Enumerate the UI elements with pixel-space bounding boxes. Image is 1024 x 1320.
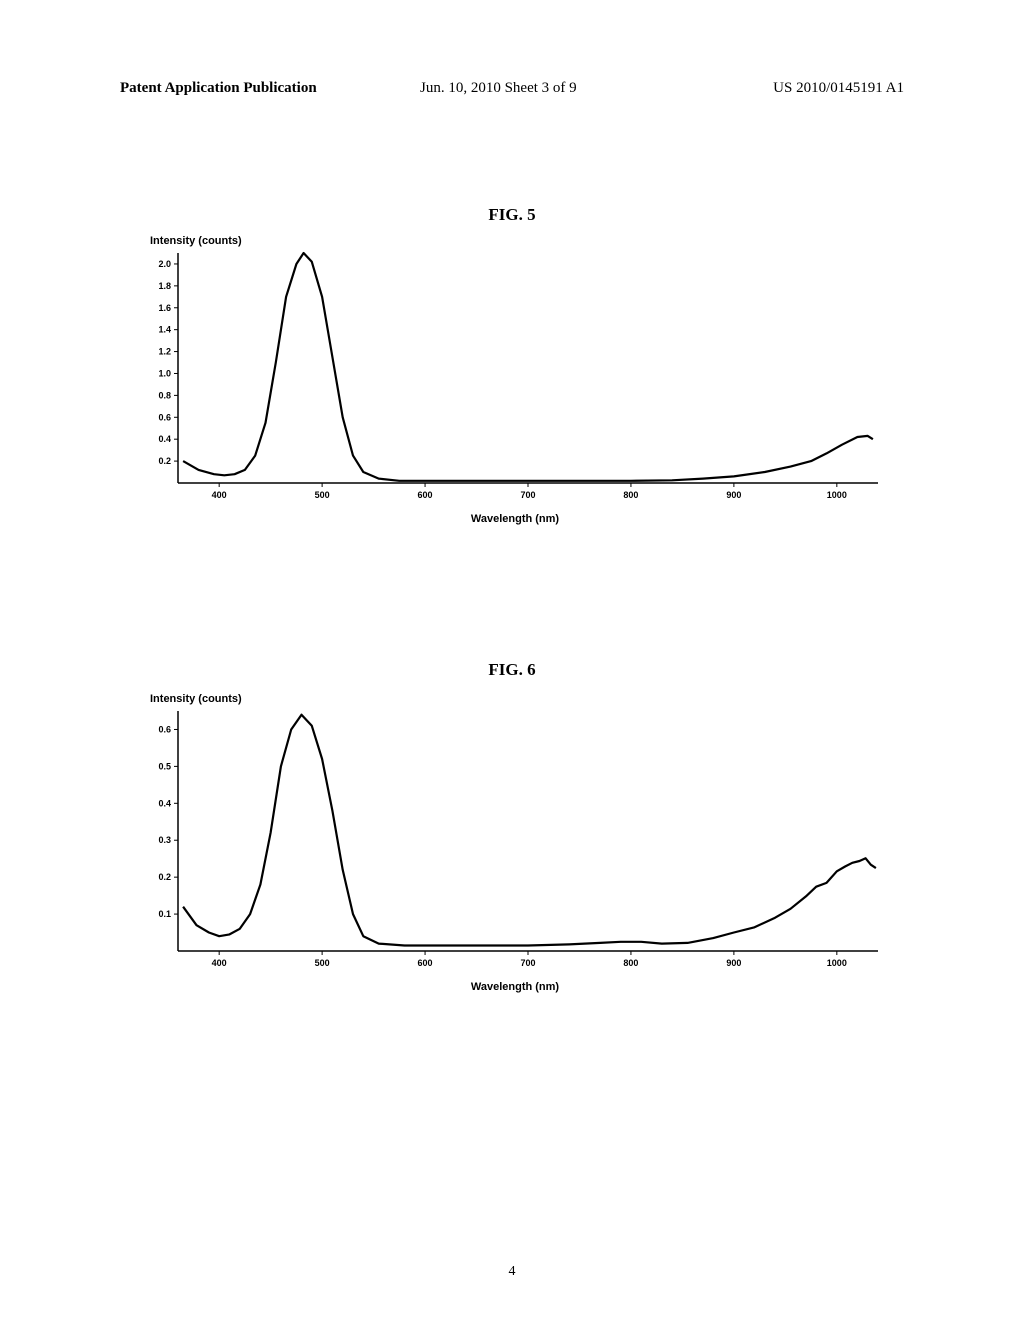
svg-text:800: 800 [623,958,638,968]
svg-text:0.4: 0.4 [158,434,171,444]
svg-text:0.5: 0.5 [158,761,171,771]
header-publication: Patent Application Publication [120,80,317,97]
fig5-xlabel: Wavelength (nm) [130,513,900,525]
svg-text:0.8: 0.8 [158,390,171,400]
svg-text:1.2: 1.2 [158,347,171,357]
svg-text:900: 900 [726,958,741,968]
svg-text:0.6: 0.6 [158,724,171,734]
svg-text:800: 800 [623,490,638,500]
svg-text:1.4: 1.4 [158,325,171,335]
figure-6-chart: Intensity (counts) 0.1 0.2 0.3 0.4 0.5 0.6 400… [130,693,900,988]
svg-text:900: 900 [726,490,741,500]
header-pub-number: US 2010/0145191 A1 [773,80,904,97]
svg-text:0.2: 0.2 [158,456,171,466]
svg-text:1.6: 1.6 [158,303,171,313]
svg-text:0.3: 0.3 [158,835,171,845]
svg-text:1000: 1000 [827,958,847,968]
svg-text:1.8: 1.8 [158,281,171,291]
fig6-xlabel: Wavelength (nm) [130,981,900,993]
svg-text:1000: 1000 [827,490,847,500]
svg-text:600: 600 [418,490,433,500]
page-header: Patent Application Publication Jun. 10, … [0,80,1024,110]
fig5-ylabel: Intensity (counts) [150,235,242,247]
svg-text:2.0: 2.0 [158,259,171,269]
svg-text:0.2: 0.2 [158,872,171,882]
svg-text:0.4: 0.4 [158,798,171,808]
svg-text:700: 700 [520,958,535,968]
svg-text:500: 500 [315,490,330,500]
svg-text:700: 700 [520,490,535,500]
header-date-sheet: Jun. 10, 2010 Sheet 3 of 9 [420,80,577,97]
fig6-svg: 0.1 0.2 0.3 0.4 0.5 0.6 400 500 600 700 800 900 1000 [130,693,900,983]
figure-5-chart: Intensity (counts) 0.2 0.4 0.6 0.8 1.0 1.2 1.4… [130,235,900,520]
svg-text:0.6: 0.6 [158,412,171,422]
page-number: 4 [0,1264,1024,1280]
fig6-ylabel: Intensity (counts) [150,693,242,705]
fig5-svg: 0.2 0.4 0.6 0.8 1.0 1.2 1.4 1.6 1.8 2.0 400 500 600 7… [130,235,900,515]
svg-text:500: 500 [315,958,330,968]
svg-text:400: 400 [212,958,227,968]
svg-text:1.0: 1.0 [158,368,171,378]
svg-text:600: 600 [418,958,433,968]
figure-5-title: FIG. 5 [0,205,1024,225]
svg-text:400: 400 [212,490,227,500]
figure-6-title: FIG. 6 [0,660,1024,680]
svg-text:0.1: 0.1 [158,909,171,919]
